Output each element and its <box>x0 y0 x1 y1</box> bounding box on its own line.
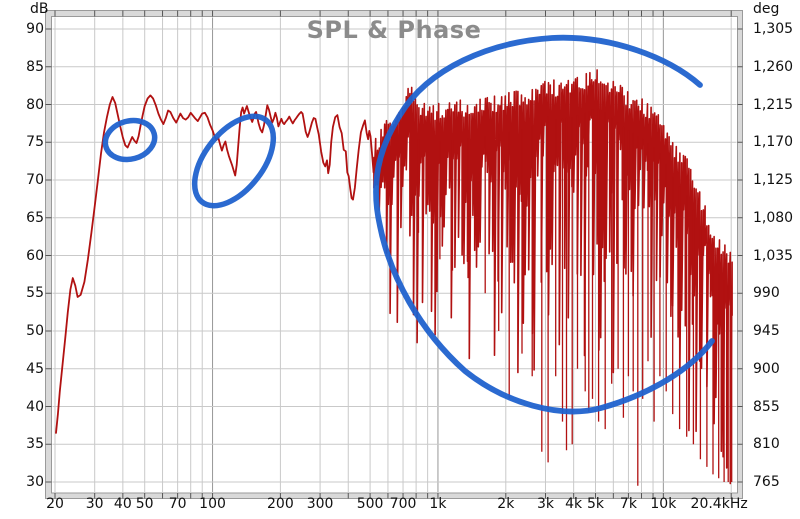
x-axis-tick: 7k <box>619 496 637 512</box>
tick-stubs <box>45 10 743 499</box>
x-axis-tick: 20 <box>46 496 64 512</box>
x-axis-tick: 2k <box>497 496 515 512</box>
x-axis-tick: 700 <box>389 496 417 512</box>
annotation-open-circle-hf-region <box>373 34 715 415</box>
left-axis-tick: 30 <box>26 474 44 490</box>
x-axis-tick: 500 <box>356 496 384 512</box>
left-axis-tick: 45 <box>26 360 44 377</box>
right-axis-unit-label: deg <box>753 1 780 17</box>
left-axis-tick: 75 <box>26 134 44 151</box>
spl-deep-nulls <box>417 108 733 486</box>
x-axis-tick: 1k <box>429 496 447 512</box>
x-axis-tick: 300 <box>306 496 334 512</box>
left-axis-tick: 70 <box>26 172 44 188</box>
left-axis-tick: 65 <box>26 209 44 226</box>
spl-trace-smooth <box>55 94 375 434</box>
right-axis-tick: 1,215 <box>753 96 794 113</box>
right-axis-tick: 765 <box>753 474 780 490</box>
plot-frame-inner <box>51 16 738 494</box>
annotation-ellipse-40-50hz-dip <box>102 117 158 163</box>
x-axis-tick: 20.4kHz <box>690 496 748 512</box>
left-axis-tick: 55 <box>26 285 44 302</box>
right-axis-tick: 810 <box>753 436 780 453</box>
x-axis-tick: 50 <box>135 496 154 512</box>
right-axis-tick: 1,260 <box>753 58 794 75</box>
x-axis-tick: 4k <box>565 496 583 512</box>
left-axis-tick: 85 <box>26 58 44 75</box>
left-axis-tick: 80 <box>26 96 44 113</box>
x-axis-tick: 70 <box>168 496 187 512</box>
x-axis-tick: 40 <box>113 496 132 512</box>
left-axis-tick: 35 <box>26 436 44 453</box>
right-axis-tick: 1,080 <box>753 209 794 226</box>
right-axis-tick: 900 <box>753 360 780 377</box>
x-axis-tick: 200 <box>267 496 294 512</box>
x-axis-tick: 10k <box>650 496 677 512</box>
right-axis-tick: 1,125 <box>753 172 794 188</box>
right-axis-tick: 1,035 <box>753 247 794 264</box>
x-axis-tick: 30 <box>85 496 104 512</box>
left-axis-tick: 60 <box>26 247 44 264</box>
left-axis-tick: 90 <box>26 21 44 37</box>
left-axis-unit-label: dB <box>30 1 49 17</box>
right-axis-tick: 855 <box>753 398 780 415</box>
x-axis-tick: 5k <box>586 496 604 512</box>
left-axis-tick: 40 <box>26 398 44 415</box>
annotation-ellipse-100-150hz-dip <box>191 113 277 209</box>
right-axis-tick: 945 <box>753 323 780 339</box>
left-axis-tick: 50 <box>26 323 44 339</box>
x-axis-tick: 100 <box>199 496 226 512</box>
chart-title: SPL & Phase <box>306 16 482 44</box>
right-axis-tick: 990 <box>753 285 780 302</box>
x-axis-tick: 3k <box>536 496 554 512</box>
right-axis-tick: 1,305 <box>753 21 794 37</box>
right-axis-tick: 1,170 <box>753 134 794 151</box>
